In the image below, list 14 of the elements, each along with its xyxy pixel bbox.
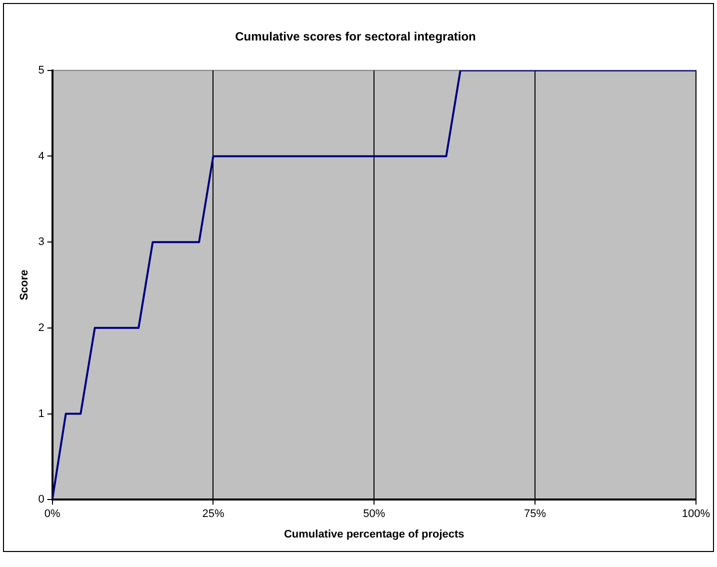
x-axis-title: Cumulative percentage of projects — [284, 528, 464, 540]
x-tick-label: 75% — [524, 508, 546, 520]
y-tick-label: 4 — [38, 150, 44, 162]
x-tick-label: 25% — [202, 508, 224, 520]
x-tick-label: 0% — [44, 508, 60, 520]
x-tick-label: 100% — [682, 508, 710, 520]
x-tick-label: 50% — [363, 508, 386, 520]
y-tick-label: 3 — [38, 236, 44, 248]
chart-title: Cumulative scores for sectoral integration — [235, 30, 476, 44]
y-tick-label: 2 — [38, 322, 44, 334]
y-tick-label: 5 — [38, 64, 44, 76]
y-tick-label: 1 — [38, 408, 44, 420]
y-axis-title: Score — [18, 270, 31, 300]
y-tick-label: 0 — [38, 494, 44, 506]
